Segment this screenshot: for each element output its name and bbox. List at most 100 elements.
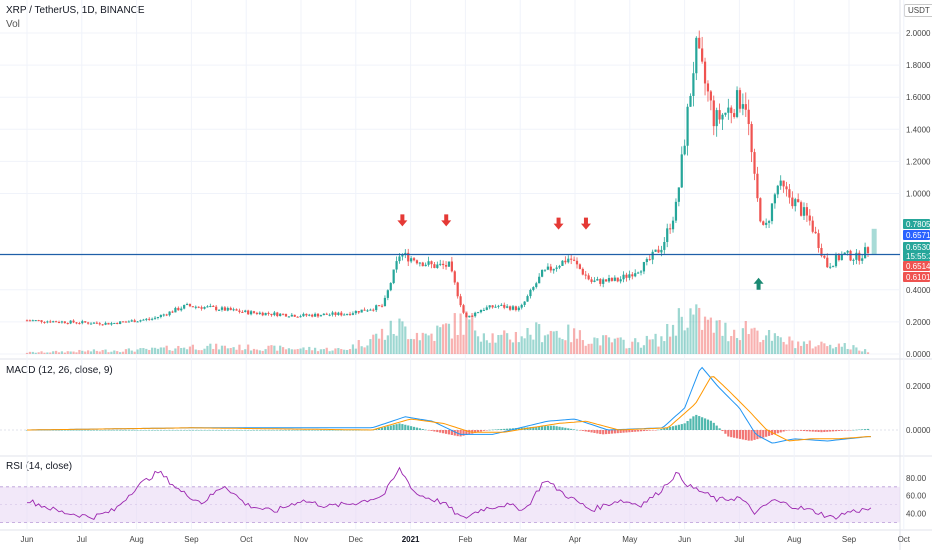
candle-body [209,305,212,307]
macd-histogram-bar [578,430,582,431]
candle-body [552,268,555,271]
volume-bar [607,337,611,354]
macd-histogram-bar [177,430,180,431]
candle-body [424,264,427,267]
macd-histogram-bar [826,430,829,432]
macd-histogram-bar [494,429,497,430]
volume-bar [712,332,715,354]
volume-bar [261,350,264,354]
volume-bar [491,333,494,354]
volume-bar [861,351,864,354]
volume-bar [852,345,855,354]
volume-bar [372,334,375,354]
macd-histogram-bar [270,430,273,431]
macd-histogram-bar [436,430,439,433]
volume-bar [637,342,640,354]
price-tick-label: 0.2000 [906,318,931,327]
candle-body [453,271,456,283]
macd-histogram-bar [165,430,168,431]
macd-histogram-bar [715,425,718,430]
volume-bar [453,313,456,354]
volume-bar [654,333,657,354]
volume-bar [52,351,55,354]
candle-body [57,321,61,323]
macd-histogram-bar [808,430,811,432]
candle-body [101,324,104,326]
candle-body [308,314,311,316]
candle-body [538,276,541,284]
volume-bar [570,342,573,354]
volume-bar [540,342,544,354]
volume-bar [613,338,616,354]
macd-label: MACD (12, 26, close, 9) [6,365,113,376]
candle-body [244,310,247,312]
volume-bar [797,341,800,354]
volume-bar [741,328,744,354]
candle-body [369,309,372,311]
candle-body [229,307,232,311]
macd-histogram-bar [622,430,625,433]
volume-bar [488,342,491,354]
macd-histogram-bar [398,423,401,430]
candle-body [794,199,797,207]
volume-bar [459,313,462,354]
candle-body [351,313,355,315]
volume-bar [829,344,832,354]
volume-bar [264,349,267,354]
macd-histogram-bar [346,430,349,431]
macd-histogram-bar [529,427,532,430]
macd-histogram-bar [572,429,576,430]
candle-body [427,261,430,265]
candle-body [206,306,209,308]
candle-body [712,100,715,127]
macd-histogram-bar [107,430,110,431]
x-tick-label: Jul [734,535,744,544]
macd-histogram-bar [171,430,174,431]
macd-histogram-bar [264,430,267,431]
volume-bar [826,346,829,354]
candle-body [372,309,375,311]
macd-histogram-bar [404,424,407,430]
macd-histogram-bar [459,430,462,437]
volume-bar [858,350,861,354]
candle-body [669,228,672,230]
candle-body [802,207,806,216]
macd-histogram-bar [462,430,465,436]
macd-histogram-bar [63,430,66,431]
volume-bar [151,347,154,354]
candle-body [762,221,765,225]
volume-bar [555,330,558,354]
candle-body [575,260,579,265]
volume-bar [706,319,710,354]
candle-body [593,280,596,282]
volume-bars [25,304,870,354]
signal-line [27,376,871,442]
volume-bar [677,308,680,354]
candle-body [296,316,299,318]
candle-body [770,203,774,222]
candle-body [721,114,724,120]
macd-histogram-bar [564,427,567,430]
candle-body [622,274,625,280]
candle-body [567,258,570,263]
volume-bar [284,349,288,354]
macd-histogram-bar [383,426,387,430]
macd-histogram-bar [75,430,78,431]
volume-bar [357,340,360,354]
macd-histogram-bar [89,430,93,431]
volume-bar [648,339,651,354]
candle-body [555,267,558,269]
candles [25,30,870,326]
volume-bar [715,320,718,354]
currency-button[interactable]: USDT [904,4,932,17]
macd-histogram-bar [663,428,666,430]
macd-histogram-bar [861,429,864,430]
price-badge [903,272,930,282]
macd-histogram-bar [651,430,654,431]
candle-body [183,304,186,309]
volume-bar [820,341,823,354]
candle-body [497,305,500,307]
candle-body [273,312,276,316]
volume-bar [802,341,806,354]
